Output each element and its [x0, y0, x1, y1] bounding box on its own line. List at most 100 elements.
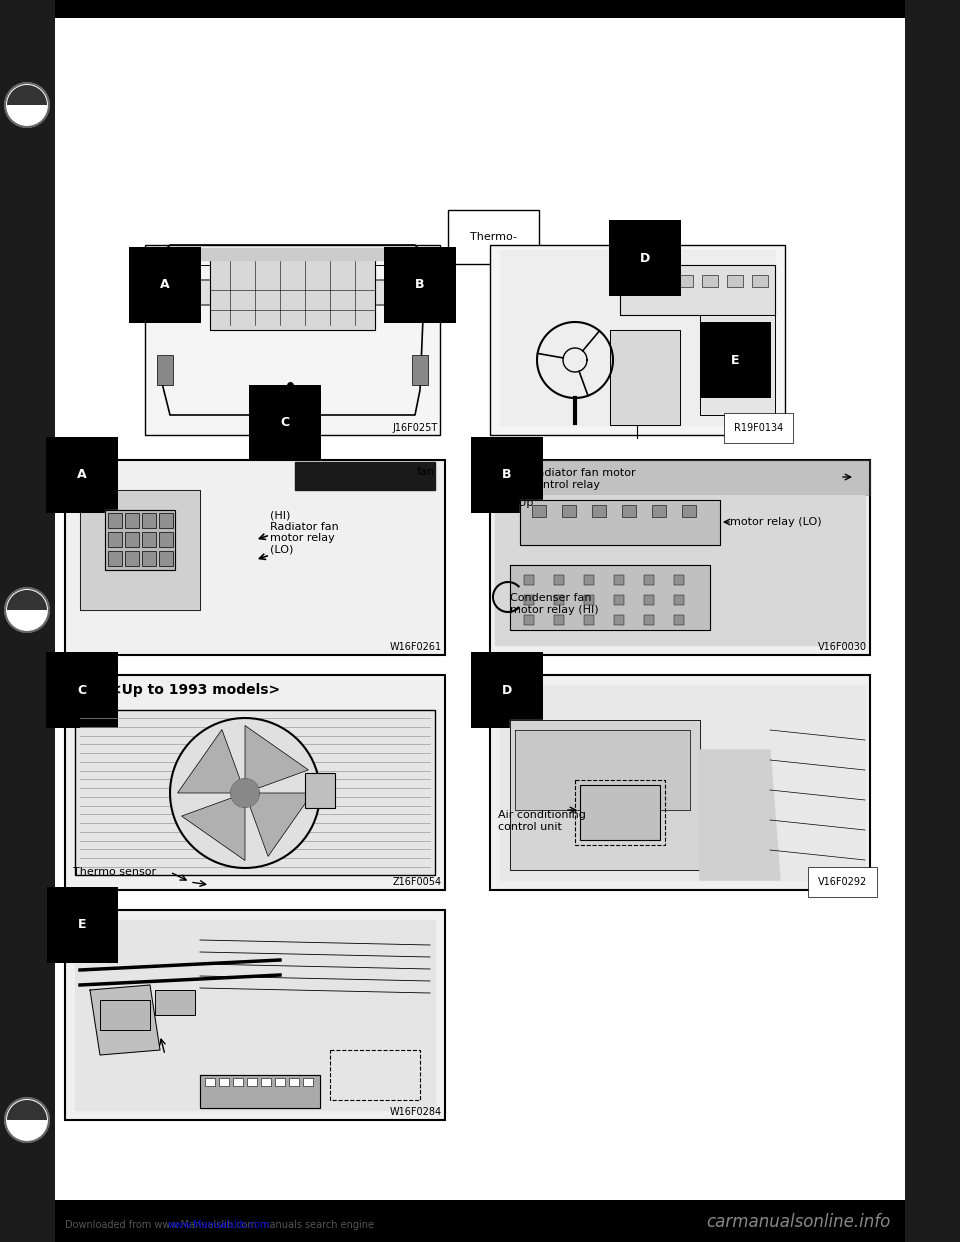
Bar [305, 773, 335, 809]
Bar [652, 505, 666, 517]
Bar [677, 274, 693, 287]
Text: E: E [78, 919, 86, 932]
Bar [614, 575, 624, 585]
Polygon shape [181, 797, 245, 861]
Bar [233, 1078, 243, 1086]
Bar [159, 513, 173, 528]
Polygon shape [105, 510, 175, 570]
Polygon shape [178, 729, 241, 792]
Text: <Up: <Up [510, 498, 535, 508]
Bar [0, 0, 55, 1242]
Wedge shape [7, 1100, 47, 1120]
Text: D: D [640, 251, 650, 265]
Bar [142, 532, 156, 546]
Bar [157, 265, 173, 296]
Bar [674, 595, 684, 605]
Polygon shape [231, 779, 259, 807]
Text: J16F025T: J16F025T [393, 424, 438, 433]
Polygon shape [500, 250, 775, 425]
Circle shape [5, 587, 49, 632]
Bar [159, 551, 173, 566]
Text: B: B [416, 278, 424, 292]
Bar [490, 245, 785, 435]
Bar [562, 505, 576, 517]
Text: R19F0134: R19F0134 [733, 424, 783, 433]
Polygon shape [510, 565, 710, 630]
Bar [261, 1078, 271, 1086]
Bar [108, 551, 122, 566]
Bar [584, 615, 594, 625]
Bar [412, 265, 428, 296]
Bar [644, 575, 654, 585]
Bar [524, 595, 534, 605]
Text: C: C [78, 683, 86, 697]
Bar [592, 505, 606, 517]
Text: Downloaded from www.Manualslib.com manuals search engine: Downloaded from www.Manualslib.com manua… [65, 1220, 374, 1230]
Polygon shape [249, 792, 313, 857]
Bar [75, 710, 435, 876]
Text: fan: fan [417, 467, 435, 477]
Bar [289, 1078, 299, 1086]
Bar [303, 1078, 313, 1086]
Bar [682, 505, 696, 517]
Bar [524, 575, 534, 585]
Polygon shape [200, 1076, 320, 1108]
Bar [644, 595, 654, 605]
Bar [142, 513, 156, 528]
Text: A: A [160, 278, 170, 292]
Bar [55, 1200, 905, 1242]
Bar [644, 615, 654, 625]
Bar [622, 505, 636, 517]
Bar [614, 615, 624, 625]
Text: E: E [731, 354, 739, 366]
Bar [125, 532, 139, 546]
Text: www.Manualslib.com: www.Manualslib.com [168, 1220, 271, 1230]
Bar [584, 595, 594, 605]
Polygon shape [90, 985, 160, 1054]
Text: Thermo-: Thermo- [470, 232, 517, 242]
Bar [524, 615, 534, 625]
Text: —: — [474, 30, 486, 40]
Bar [157, 355, 173, 385]
Bar [247, 1078, 257, 1086]
Text: W16F0261: W16F0261 [390, 642, 442, 652]
Bar [330, 1049, 420, 1100]
Bar [125, 513, 139, 528]
Text: A: A [77, 468, 86, 482]
Bar [125, 551, 139, 566]
Bar [145, 245, 440, 435]
Bar [412, 355, 428, 385]
Bar [752, 274, 768, 287]
Bar [490, 460, 870, 655]
Polygon shape [185, 279, 400, 306]
Bar [490, 674, 870, 891]
Circle shape [5, 83, 49, 127]
Polygon shape [75, 920, 435, 1110]
Bar [575, 780, 665, 845]
Bar [142, 551, 156, 566]
Text: V16F0292: V16F0292 [818, 877, 867, 887]
Bar [702, 274, 718, 287]
Bar [532, 505, 546, 517]
Text: Thermo sensor: Thermo sensor [73, 867, 156, 877]
Text: W16F0284: W16F0284 [390, 1107, 442, 1117]
Text: motor relay (LO): motor relay (LO) [730, 517, 822, 527]
Bar [108, 532, 122, 546]
Circle shape [5, 1098, 49, 1141]
Polygon shape [245, 725, 308, 789]
Polygon shape [495, 496, 865, 645]
Bar [905, 0, 960, 1242]
Text: <Up to 1993 models>: <Up to 1993 models> [110, 683, 280, 697]
Polygon shape [620, 265, 775, 315]
Bar [674, 575, 684, 585]
Bar [580, 785, 660, 840]
Bar [65, 674, 445, 891]
Bar [652, 274, 668, 287]
Text: carmanualsonline.info: carmanualsonline.info [706, 1213, 890, 1231]
Polygon shape [510, 720, 700, 869]
Polygon shape [295, 462, 435, 491]
Bar [554, 575, 564, 585]
Text: Radiator fan motor
control relay: Radiator fan motor control relay [530, 468, 636, 489]
Text: Condenser fan
motor relay (HI): Condenser fan motor relay (HI) [510, 592, 599, 615]
Polygon shape [80, 491, 200, 610]
